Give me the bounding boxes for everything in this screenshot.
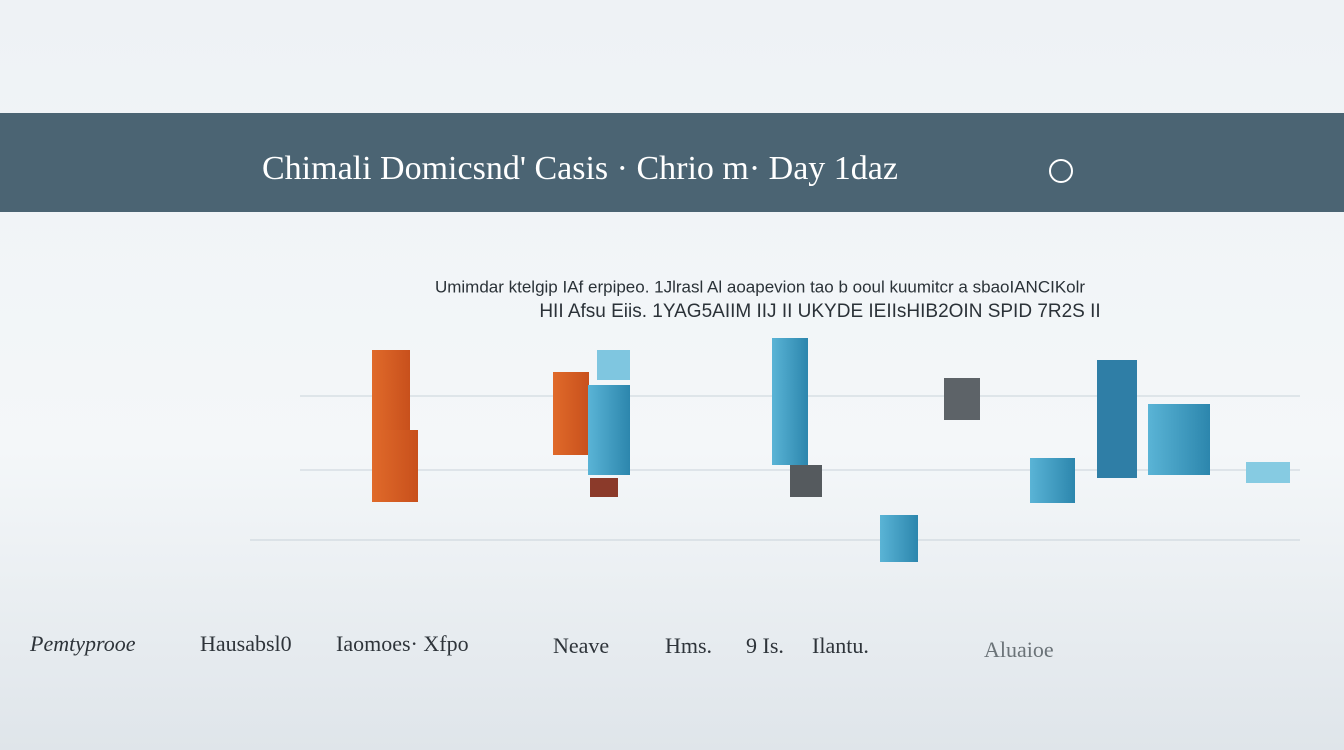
bar xyxy=(1148,404,1210,475)
footer-label: Hausabsl0 xyxy=(200,631,292,656)
bar xyxy=(588,385,630,475)
bar xyxy=(553,372,589,455)
header-title: Chimali Domicsnd' Casis · Chrio m· Day 1… xyxy=(262,150,898,187)
footer-label: Aluaioe xyxy=(984,637,1054,662)
bars xyxy=(372,338,1290,562)
footer-label: Ilantu. xyxy=(812,633,869,658)
header-icon xyxy=(1049,159,1073,183)
bar xyxy=(597,350,630,380)
bar xyxy=(372,350,410,436)
bar xyxy=(880,515,918,562)
bar xyxy=(372,430,418,502)
footer-label: Iaomoes· Xfpo xyxy=(336,631,469,656)
footer-label: Pemtyprooe xyxy=(29,631,136,656)
footer-label: Hms. xyxy=(665,633,712,658)
bar xyxy=(772,338,808,465)
bar xyxy=(1246,462,1290,483)
bar xyxy=(790,465,822,497)
caption-line: HII Afsu Eiis. 1YAG5AIIM IIJ II UKYDE IE… xyxy=(539,301,1100,322)
bar xyxy=(944,378,980,420)
bar xyxy=(1097,360,1137,478)
caption-line: Umimdar ktelgip IAf erpipeo. 1Jlrasl Al … xyxy=(435,277,1085,296)
footer-label: 9 Is. xyxy=(746,633,784,658)
bar xyxy=(1030,458,1075,503)
footer: Pemtyprooe Hausabsl0 Iaomoes· Xfpo Neave… xyxy=(29,631,1054,662)
bar xyxy=(590,478,618,497)
header-band xyxy=(0,113,1344,212)
footer-label: Neave xyxy=(553,633,609,658)
